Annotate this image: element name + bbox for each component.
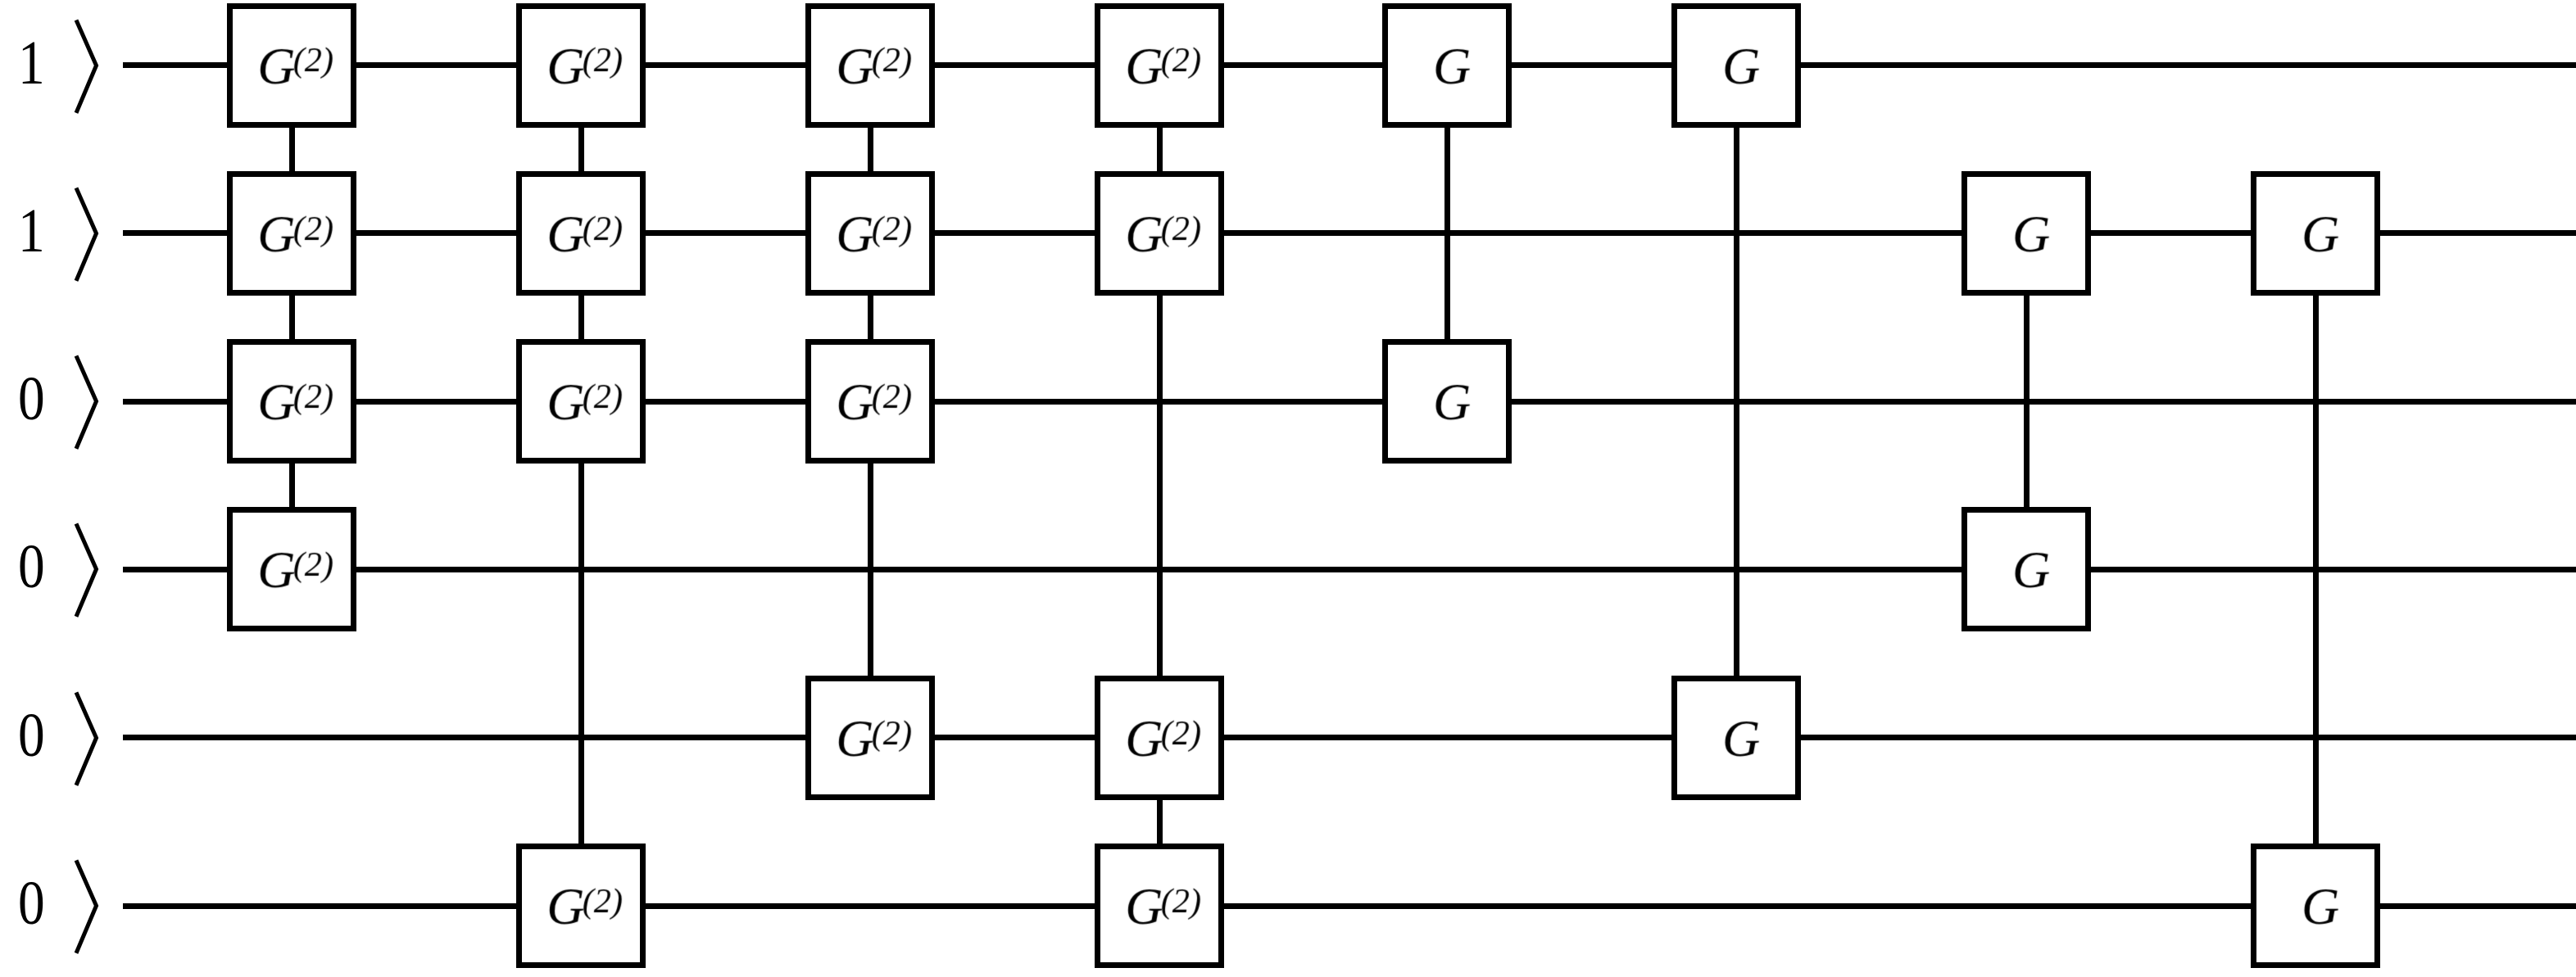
- svg-text:1: 1: [18, 29, 45, 97]
- svg-text:0: 0: [18, 870, 45, 939]
- svg-text:1: 1: [18, 197, 45, 265]
- svg-text:0: 0: [18, 365, 45, 434]
- svg-text:0: 0: [18, 701, 45, 770]
- svg-text:0: 0: [18, 533, 45, 602]
